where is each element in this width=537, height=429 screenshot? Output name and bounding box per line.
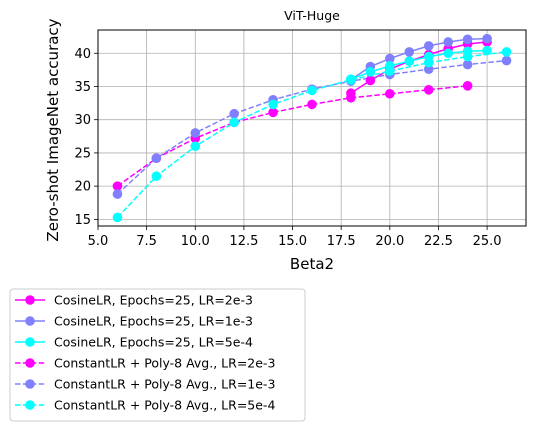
legend-marker (25, 337, 35, 347)
x-tick-label: 25.0 (473, 234, 502, 249)
data-point (423, 57, 434, 68)
x-tick-label: 10.0 (181, 234, 210, 249)
y-tick-label: 40 (74, 47, 91, 62)
y-tick-label: 30 (74, 113, 91, 128)
x-tick-label: 7.5 (136, 234, 157, 249)
data-point (423, 41, 434, 51)
data-point (443, 37, 453, 47)
legend-label: ConstantLR + Poly-8 Avg., LR=5e-4 (54, 398, 275, 413)
legend-label: CosineLR, Epochs=25, LR=2e-3 (54, 293, 253, 308)
chart-title: ViT-Huge (284, 8, 340, 23)
data-point (268, 107, 278, 118)
data-point (229, 117, 239, 128)
data-point (501, 55, 512, 66)
data-point (307, 85, 317, 96)
data-point (385, 66, 395, 76)
data-point (385, 53, 395, 64)
data-point (190, 141, 201, 152)
legend: CosineLR, Epochs=25, LR=2e-3 CosineLR, Ep… (9, 288, 306, 422)
series-markers (112, 33, 512, 223)
data-point (423, 64, 434, 74)
data-point (346, 75, 356, 85)
data-point (443, 48, 453, 59)
data-point (365, 75, 376, 86)
y-axis-label: Zero-shot ImageNet accuracy (44, 18, 62, 241)
legend-marker (25, 316, 35, 326)
data-point (462, 81, 473, 91)
data-point (112, 212, 123, 223)
data-point (268, 99, 278, 110)
x-tick-label: 20.0 (375, 234, 404, 249)
x-tick-label: 5.0 (88, 234, 109, 249)
x-tick-label: 22.5 (424, 234, 453, 249)
data-point (462, 59, 473, 70)
data-point (404, 56, 415, 67)
y-tick-label: 15 (74, 213, 91, 228)
axis-ticks: 5.0 7.5 10.0 12.5 15.0 17.5 20.0 22.5 25.0 15 20 25… (74, 47, 501, 249)
legend-box (9, 288, 306, 422)
data-point (112, 181, 123, 191)
data-point (346, 92, 356, 103)
data-point (482, 33, 492, 44)
legend-marker (25, 400, 35, 410)
data-point (482, 45, 492, 56)
plot-frame (97, 29, 527, 227)
data-point (365, 67, 376, 77)
legend-label: ConstantLR + Poly-8 Avg., LR=2e-3 (54, 356, 275, 371)
data-point (462, 34, 473, 45)
series-line (117, 85, 468, 187)
legend-label: CosineLR, Epochs=25, LR=1e-3 (54, 314, 253, 329)
data-point (190, 128, 201, 138)
data-point (307, 99, 317, 110)
data-point (423, 84, 434, 95)
y-tick-label: 25 (74, 146, 91, 161)
data-point (151, 153, 162, 164)
legend-label: CosineLR, Epochs=25, LR=5e-4 (54, 335, 253, 350)
legend-marker (25, 358, 35, 368)
x-tick-label: 17.5 (327, 234, 356, 249)
data-point (404, 47, 415, 57)
data-point (462, 51, 473, 62)
x-axis-label: Beta2 (290, 255, 334, 273)
data-point (385, 88, 395, 99)
data-point (229, 108, 239, 119)
x-tick-label: 12.5 (229, 234, 258, 249)
series-line (116, 51, 507, 218)
data-point (501, 47, 512, 57)
x-tick-label: 15.0 (278, 234, 307, 249)
legend-marker (25, 379, 35, 389)
legend-marker (25, 295, 35, 305)
y-tick-label: 35 (74, 80, 91, 95)
legend-label: ConstantLR + Poly-8 Avg., LR=1e-3 (54, 377, 275, 392)
data-point (151, 171, 162, 181)
y-tick-label: 20 (74, 180, 91, 195)
data-point (112, 189, 123, 199)
